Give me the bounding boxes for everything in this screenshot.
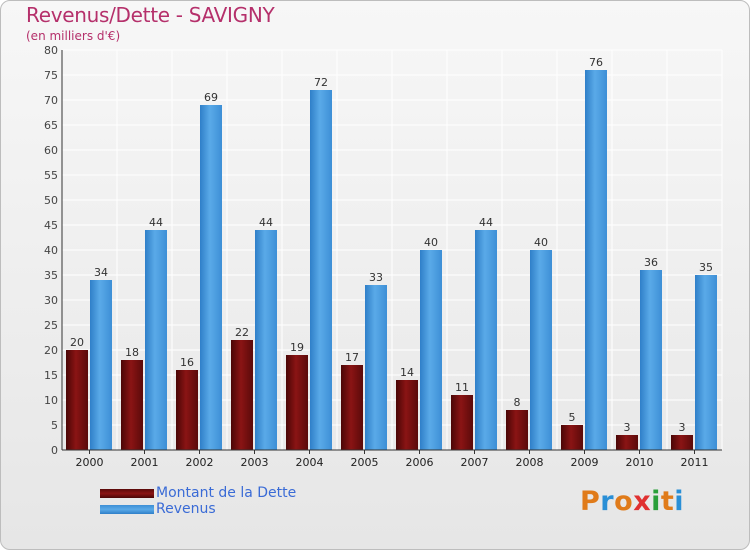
legend-label-debt: Montant de la Dette <box>156 485 297 501</box>
bar-revenue-2006 <box>420 250 442 450</box>
y-tick-label: 75 <box>44 69 58 82</box>
bar-debt-2008 <box>506 410 528 450</box>
logo-letter: i <box>674 486 685 517</box>
y-tick-label: 5 <box>51 419 58 432</box>
bar-debt-2005 <box>341 365 363 450</box>
x-tick-label: 2000 <box>76 456 104 469</box>
bar-debt-2000 <box>66 350 88 450</box>
data-label-debt-2008: 8 <box>514 396 521 409</box>
y-tick-label: 15 <box>44 369 58 382</box>
bar-revenue-2004 <box>310 90 332 450</box>
bar-debt-2003 <box>231 340 253 450</box>
x-tick-label: 2010 <box>626 456 654 469</box>
bar-revenue-2005 <box>365 285 387 450</box>
legend-swatch-debt <box>100 488 154 498</box>
bar-revenue-2010 <box>640 270 662 450</box>
y-tick-label: 55 <box>44 169 58 182</box>
bar-revenue-2000 <box>90 280 112 450</box>
x-tick-label: 2005 <box>351 456 379 469</box>
chart-legend: Montant de la Dette Revenus <box>100 485 296 517</box>
data-label-debt-2010: 3 <box>624 421 631 434</box>
logo-letter: t <box>660 486 675 517</box>
bar-debt-2010 <box>616 435 638 450</box>
y-tick-label: 60 <box>44 144 58 157</box>
logo-letter: o <box>614 486 634 517</box>
bar-revenue-2009 <box>585 70 607 450</box>
data-label-revenue-2006: 40 <box>424 236 438 249</box>
chart-subtitle: (en milliers d'€) <box>26 29 121 43</box>
bar-revenue-2002 <box>200 105 222 450</box>
bar-revenue-2007 <box>475 230 497 450</box>
data-label-debt-2006: 14 <box>400 366 414 379</box>
x-tick-label: 2004 <box>296 456 324 469</box>
x-tick-label: 2006 <box>406 456 434 469</box>
y-tick-label: 25 <box>44 319 58 332</box>
logo-letter: x <box>633 486 652 517</box>
data-label-debt-2001: 18 <box>125 346 139 359</box>
bar-revenue-2001 <box>145 230 167 450</box>
data-label-revenue-2005: 33 <box>369 271 383 284</box>
data-label-revenue-2009: 76 <box>589 56 603 69</box>
data-label-revenue-2007: 44 <box>479 216 493 229</box>
y-tick-label: 45 <box>44 219 58 232</box>
bar-debt-2001 <box>121 360 143 450</box>
data-label-debt-2004: 19 <box>290 341 304 354</box>
bar-debt-2006 <box>396 380 418 450</box>
legend-item-debt: Montant de la Dette <box>100 485 296 501</box>
y-tick-label: 30 <box>44 294 58 307</box>
data-label-revenue-2010: 36 <box>644 256 658 269</box>
x-tick-label: 2003 <box>241 456 269 469</box>
bar-debt-2007 <box>451 395 473 450</box>
bar-debt-2009 <box>561 425 583 450</box>
data-label-revenue-2008: 40 <box>534 236 548 249</box>
y-tick-label: 0 <box>51 444 58 457</box>
y-tick-label: 20 <box>44 344 58 357</box>
bar-revenue-2008 <box>530 250 552 450</box>
y-tick-label: 80 <box>44 44 58 57</box>
bar-debt-2011 <box>671 435 693 450</box>
y-tick-label: 70 <box>44 94 58 107</box>
data-label-revenue-2003: 44 <box>259 216 273 229</box>
data-label-revenue-2004: 72 <box>314 76 328 89</box>
logo-letter: i <box>651 486 661 517</box>
x-tick-label: 2011 <box>681 456 709 469</box>
bar-debt-2004 <box>286 355 308 450</box>
x-tick-label: 2009 <box>571 456 599 469</box>
legend-item-revenue: Revenus <box>100 501 296 517</box>
x-tick-label: 2008 <box>516 456 544 469</box>
x-tick-label: 2002 <box>186 456 214 469</box>
legend-swatch-revenue <box>100 504 154 514</box>
y-tick-label: 10 <box>44 394 58 407</box>
bar-revenue-2011 <box>695 275 717 450</box>
proxiti-logo: Proxiti <box>580 486 684 517</box>
logo-letter: P <box>580 486 601 517</box>
data-label-debt-2002: 16 <box>180 356 194 369</box>
data-label-debt-2007: 11 <box>455 381 469 394</box>
legend-label-revenue: Revenus <box>156 501 216 517</box>
x-tick-label: 2007 <box>461 456 489 469</box>
y-tick-label: 35 <box>44 269 58 282</box>
chart-title: Revenus/Dette - SAVIGNY <box>26 3 275 27</box>
y-tick-label: 50 <box>44 194 58 207</box>
y-tick-label: 40 <box>44 244 58 257</box>
data-label-debt-2003: 22 <box>235 326 249 339</box>
bar-revenue-2003 <box>255 230 277 450</box>
data-label-debt-2000: 20 <box>70 336 84 349</box>
data-label-debt-2011: 3 <box>679 421 686 434</box>
y-tick-label: 65 <box>44 119 58 132</box>
data-label-revenue-2001: 44 <box>149 216 163 229</box>
data-label-debt-2009: 5 <box>569 411 576 424</box>
bar-debt-2002 <box>176 370 198 450</box>
data-label-revenue-2011: 35 <box>699 261 713 274</box>
data-label-revenue-2002: 69 <box>204 91 218 104</box>
data-label-debt-2005: 17 <box>345 351 359 364</box>
x-tick-label: 2001 <box>131 456 159 469</box>
data-label-revenue-2000: 34 <box>94 266 108 279</box>
logo-letter: r <box>600 486 615 517</box>
